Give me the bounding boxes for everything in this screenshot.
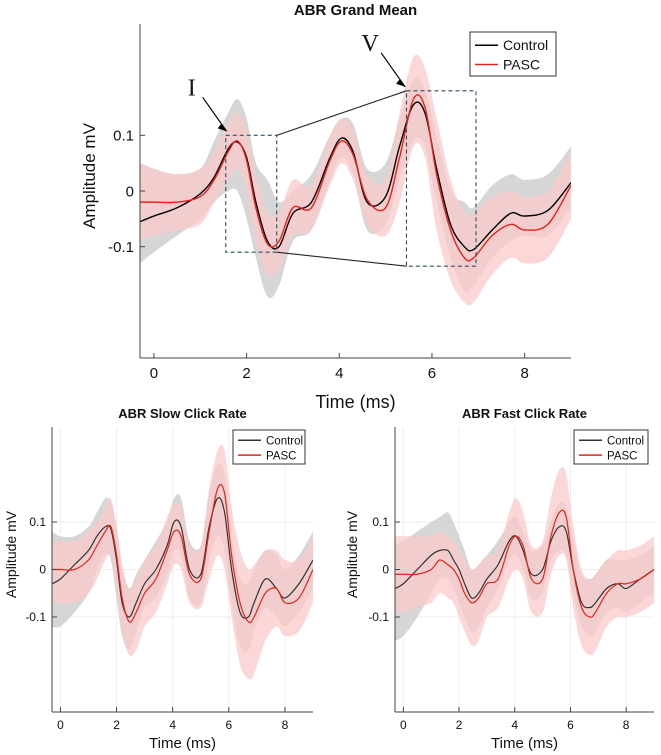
legend-label-control: Control: [503, 37, 548, 53]
y-axis-label: Amplitude mV: [344, 510, 360, 598]
series-line-pasc: [395, 509, 654, 618]
band-pasc: [140, 54, 571, 306]
legend-label-control: Control: [266, 435, 303, 447]
chart-slow: ABR Slow Click Rate 0 2 4 6 8 -0.1 0 0.1 Time (ms…: [3, 406, 313, 752]
legend-box: [573, 429, 649, 465]
x-tick-label: 8: [520, 365, 528, 382]
arrowhead: [217, 123, 227, 132]
x-tick-label: 6: [428, 365, 436, 382]
plot-area: [52, 444, 313, 680]
connector-line: [276, 90, 407, 136]
x-tick-label: 4: [169, 718, 176, 732]
x-tick-label: 0: [150, 365, 158, 382]
chart-title: ABR Grand Mean: [294, 2, 417, 19]
legend: Control PASC: [232, 429, 306, 465]
chart-fast: ABR Fast Click Rate 0 2 4 6 8 -0.1 0 0.1 Time (ms…: [344, 406, 654, 752]
x-tick-label: 2: [113, 718, 120, 732]
wave-V-arrow: [380, 52, 406, 88]
series-line-pasc: [140, 94, 571, 262]
x-axis-label: Time (ms): [315, 392, 395, 412]
y-tick-label: 0: [39, 563, 46, 577]
legend: Control PASC: [573, 429, 649, 465]
wave-I-arrow: [202, 96, 228, 132]
legend: Control PASC: [469, 31, 557, 77]
y-tick-label: 0: [126, 183, 134, 200]
y-axis-label: Amplitude mV: [3, 510, 19, 598]
y-tick-label: -0.1: [25, 610, 46, 624]
legend-box: [469, 31, 557, 77]
legend-label-pasc: PASC: [503, 57, 540, 73]
chart-main: ABR Grand Mean I V 0 2 4 6 8 -0.1 0 0.1 Time (ms) Am…: [80, 2, 571, 412]
chart-title: ABR Slow Click Rate: [118, 406, 247, 421]
legend-label-control: Control: [607, 435, 644, 447]
x-tick-label: 2: [242, 365, 250, 382]
y-tick-label: -0.1: [368, 610, 389, 624]
legend-box: [232, 429, 306, 465]
x-tick-label: 6: [225, 718, 232, 732]
x-tick-label: 8: [282, 718, 289, 732]
chart-title: ABR Fast Click Rate: [462, 406, 587, 421]
x-axis-label: Time (ms): [491, 735, 558, 752]
band-pasc: [52, 444, 313, 680]
plot-area: [140, 54, 571, 306]
wave-V-box: [405, 90, 477, 267]
y-tick-label: 0.1: [372, 515, 389, 529]
x-tick-label: 4: [511, 718, 518, 732]
y-tick-label: 0.1: [29, 515, 46, 529]
x-tick-label: 4: [335, 365, 343, 382]
y-tick-label: 0.1: [113, 128, 134, 145]
y-tick-label: -0.1: [108, 239, 134, 256]
y-tick-label: 0: [382, 563, 389, 577]
band-pasc: [395, 466, 654, 656]
x-tick-label: 2: [456, 718, 463, 732]
wave-I-label: I: [188, 75, 196, 101]
series-line-control: [52, 497, 313, 619]
series-line-pasc: [52, 483, 313, 624]
series-line-control: [140, 101, 571, 252]
x-tick-label: 0: [57, 718, 64, 732]
x-axis-label: Time (ms): [149, 735, 216, 752]
connector-line: [276, 251, 407, 267]
legend-label-pasc: PASC: [607, 450, 637, 462]
series-line-control: [395, 525, 654, 609]
x-tick-label: 0: [400, 718, 407, 732]
x-tick-label: 6: [567, 718, 574, 732]
x-tick-label: 8: [623, 718, 630, 732]
arrowhead: [396, 78, 406, 87]
wave-V-label: V: [361, 31, 379, 57]
legend-label-pasc: PASC: [266, 450, 296, 462]
plot-area: [395, 466, 654, 656]
y-axis-label: Amplitude mV: [80, 122, 99, 228]
